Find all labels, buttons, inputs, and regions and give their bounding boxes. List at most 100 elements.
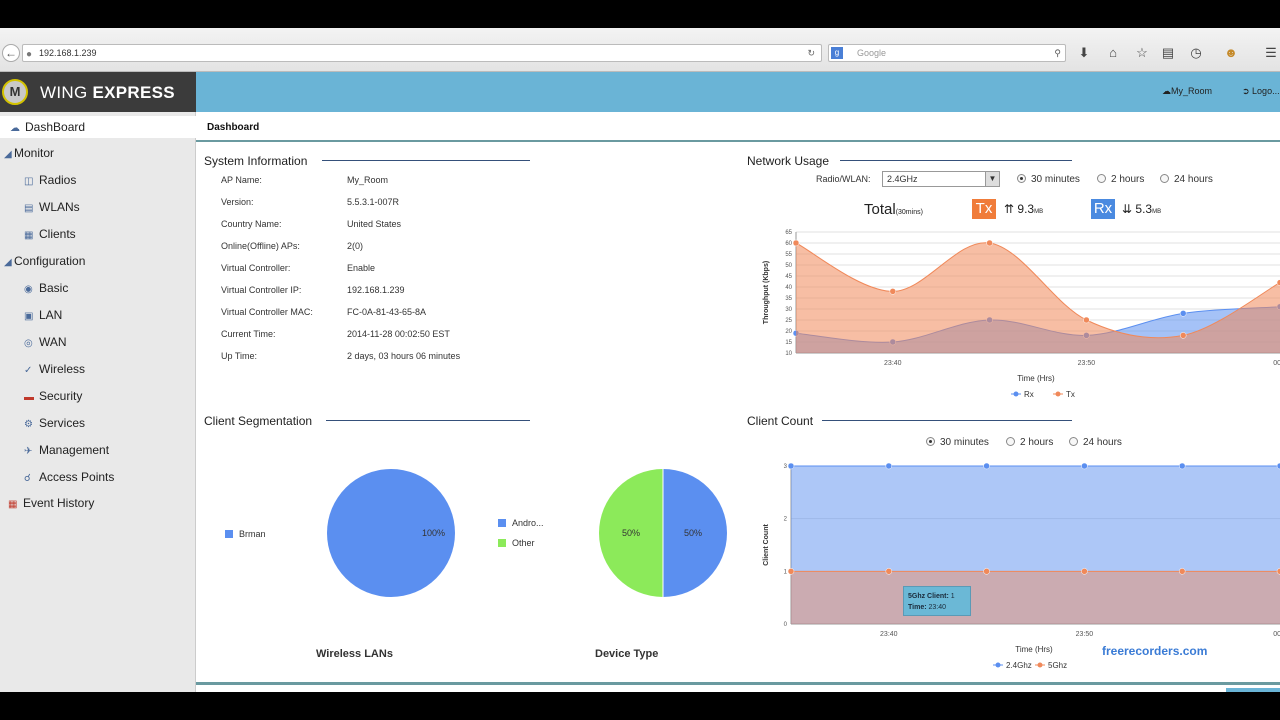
sidebar-item-clients[interactable]: ▦ Clients bbox=[0, 227, 76, 241]
client-segmentation-divider bbox=[326, 420, 530, 421]
y-tick-label: 0 bbox=[784, 622, 788, 628]
sidebar-item-wan[interactable]: ◎ WAN bbox=[0, 335, 67, 349]
sidebar-item-label: Radios bbox=[39, 173, 77, 187]
client-count-title: Client Count bbox=[747, 414, 814, 428]
system-info-label: Version: bbox=[221, 197, 254, 207]
menu-icon[interactable]: ☰ bbox=[1265, 45, 1277, 60]
device-legend-item: Other bbox=[498, 538, 535, 548]
scrollbar[interactable] bbox=[1226, 688, 1280, 692]
sidebar-item-wlans[interactable]: ▤ WLANs bbox=[0, 200, 80, 214]
history-icon[interactable]: ◷ bbox=[1190, 45, 1202, 60]
sidebar-item-label: Basic bbox=[39, 281, 69, 295]
brand-suffix: EXPRESS bbox=[92, 83, 175, 102]
chart-tooltip: 5Ghz Client: 1 Time: 23:40 bbox=[903, 586, 971, 616]
system-info-divider bbox=[322, 160, 530, 161]
sidebar-item-label: Management bbox=[39, 443, 110, 457]
reload-icon[interactable]: ↻ bbox=[807, 48, 815, 58]
sidebar-item-security[interactable]: ▬ Security bbox=[0, 389, 82, 403]
tx-value: 9.3 bbox=[1017, 202, 1035, 216]
search-icon[interactable]: ⚲ bbox=[1054, 48, 1061, 58]
system-info-label: Virtual Controller MAC: bbox=[221, 307, 313, 317]
sidebar-section-configuration[interactable]: ◢ Configuration bbox=[0, 254, 85, 268]
pie-slice-label: 100% bbox=[422, 528, 445, 538]
network-range-2h[interactable]: 2 hours bbox=[1097, 174, 1144, 185]
client-range-24h[interactable]: 24 hours bbox=[1069, 437, 1122, 448]
back-icon[interactable]: ← bbox=[2, 44, 20, 62]
tooltip-value: 23:40 bbox=[928, 604, 947, 611]
client-range-2h[interactable]: 2 hours bbox=[1006, 437, 1053, 448]
sidebar-item-access-points[interactable]: ☌ Access Points bbox=[0, 470, 114, 484]
y-tick-label: 60 bbox=[785, 241, 792, 247]
network-range-24h[interactable]: 24 hours bbox=[1160, 174, 1213, 185]
sidebar-item-radios[interactable]: ◫ Radios bbox=[0, 173, 76, 187]
url-text: 192.168.1.239 bbox=[39, 48, 97, 58]
management-icon: ✈ bbox=[24, 446, 33, 457]
y-axis-title: Client Count bbox=[763, 524, 770, 566]
clients-icon: ▦ bbox=[24, 230, 34, 241]
total-suffix: (30mins) bbox=[895, 209, 923, 216]
pie-slice-brman[interactable] bbox=[327, 469, 455, 597]
network-range-30min[interactable]: 30 minutes bbox=[1017, 174, 1080, 185]
logout-label: Logo... bbox=[1252, 86, 1280, 96]
double-up-icon: ⇈ bbox=[1004, 202, 1018, 216]
pie-slice-android[interactable] bbox=[663, 469, 727, 597]
client-range-30min[interactable]: 30 minutes bbox=[926, 437, 989, 448]
clipboard-icon[interactable]: ▤ bbox=[1161, 45, 1175, 60]
y-tick-label: 40 bbox=[785, 285, 792, 291]
system-info-value: Enable bbox=[347, 263, 376, 273]
sidebar-item-basic[interactable]: ◉ Basic bbox=[0, 281, 68, 295]
avatar-icon[interactable]: ☻ bbox=[1224, 45, 1238, 60]
network-usage-title: Network Usage bbox=[747, 154, 830, 168]
data-point-tx bbox=[1276, 279, 1280, 286]
brand-prefix: WING bbox=[40, 83, 93, 102]
pie-slice-label: 50% bbox=[684, 528, 702, 538]
system-info-value: 5.5.3.1-007R bbox=[347, 197, 400, 207]
home-icon[interactable]: ⌂ bbox=[1109, 45, 1117, 60]
radio-icon bbox=[1097, 174, 1106, 183]
series-area-2.4ghz bbox=[791, 466, 1280, 624]
sidebar-item-wireless[interactable]: ✓ Wireless bbox=[0, 362, 85, 376]
sidebar-item-management[interactable]: ✈ Management bbox=[0, 443, 109, 457]
series-area-tx bbox=[796, 242, 1280, 353]
sidebar-item-lan[interactable]: ▣ LAN bbox=[0, 308, 62, 322]
collapse-icon: ◢ bbox=[4, 149, 12, 160]
logout-icon: ➲ bbox=[1242, 86, 1253, 96]
rx-unit: MB bbox=[1152, 209, 1162, 215]
watermark: freerecorders.com bbox=[1102, 644, 1208, 658]
data-point-2.4ghz bbox=[787, 462, 795, 470]
legend-swatch bbox=[498, 539, 506, 547]
url-bar[interactable]: ● 192.168.1.239 ↻ bbox=[22, 44, 822, 62]
pie-slice-other[interactable] bbox=[599, 469, 663, 597]
radio-wlan-select[interactable]: 2.4GHz ▼ bbox=[882, 171, 1000, 187]
wireless-lans-title: Wireless LANs bbox=[316, 648, 393, 660]
logout-button[interactable]: ➲ Logo... bbox=[1242, 86, 1280, 97]
sidebar-item-services[interactable]: ⚙ Services bbox=[0, 416, 85, 430]
data-point-rx bbox=[1179, 310, 1187, 317]
search-input[interactable]: g Google ⚲ bbox=[828, 44, 1066, 62]
sidebar-item-label: WAN bbox=[39, 335, 67, 349]
download-icon[interactable]: ⬇ bbox=[1078, 45, 1090, 60]
user-label: My_Room bbox=[1171, 86, 1213, 96]
tx-rate: ⇈ 9.3MB bbox=[1004, 202, 1043, 216]
bookmark-star-icon[interactable]: ☆ bbox=[1136, 45, 1148, 60]
data-point-2.4ghz bbox=[885, 462, 893, 470]
globe-icon: ● bbox=[26, 49, 33, 60]
radio-selected-icon bbox=[926, 437, 935, 446]
y-tick-label: 30 bbox=[785, 307, 792, 313]
sidebar-item-dashboard[interactable]: ☁ DashBoard bbox=[0, 116, 196, 138]
sidebar-section-monitor[interactable]: ◢ Monitor bbox=[0, 146, 54, 160]
network-usage-chart: 10 15 20 25 30 35 40 45 50 55 60 65 23:40 23:50 00:0 Ti… bbox=[763, 230, 1280, 399]
legend-swatch bbox=[498, 519, 506, 527]
tx-unit: MB bbox=[1034, 209, 1044, 215]
legend-label: 5Ghz bbox=[1048, 661, 1067, 670]
sidebar-item-event-history[interactable]: ▦ Event History bbox=[0, 496, 94, 510]
radio-wlan-label: Radio/WLAN: bbox=[816, 174, 871, 184]
y-tick-label: 20 bbox=[785, 329, 792, 335]
collapse-icon: ◢ bbox=[4, 257, 12, 268]
data-point-5ghz bbox=[885, 568, 893, 575]
device-legend-item: Andro... bbox=[498, 518, 544, 528]
system-info-value: United States bbox=[347, 219, 402, 229]
range-label: 24 hours bbox=[1083, 437, 1122, 448]
search-engine-icon[interactable]: g bbox=[831, 47, 843, 59]
user-menu[interactable]: ☁My_Room bbox=[1162, 86, 1212, 97]
